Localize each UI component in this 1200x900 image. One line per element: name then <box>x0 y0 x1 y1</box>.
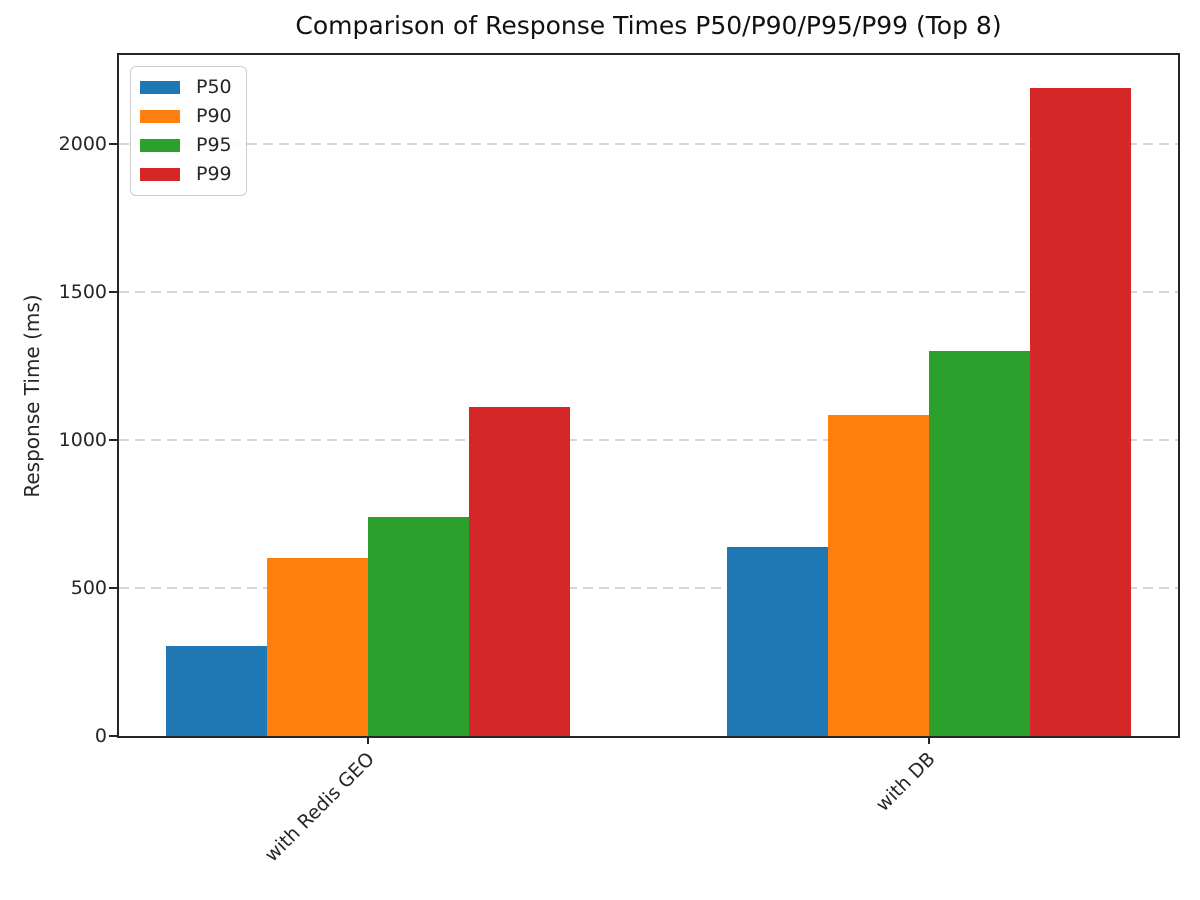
y-tick-mark-500 <box>109 586 117 589</box>
y-tick-mark-0 <box>109 735 117 737</box>
gridline-1500 <box>119 290 1178 293</box>
chart-title: Comparison of Response Times P50/P90/P95… <box>295 11 1002 40</box>
bar-p99-with-redis-geo <box>469 407 570 736</box>
y-tick-label-1000: 1000 <box>58 428 107 451</box>
bar-p99-with-db <box>1030 87 1131 736</box>
x-category-label-with-redis-geo: with Redis GEO <box>260 748 379 867</box>
plot-area: P50 P90 P95 P99 <box>117 53 1180 738</box>
legend-label-p90: P90 <box>196 105 232 127</box>
legend-swatch-p95-icon <box>140 139 180 152</box>
legend-label-p95: P95 <box>196 134 232 156</box>
legend-swatch-p50-icon <box>140 81 180 94</box>
y-tick-mark-2000 <box>109 142 117 145</box>
legend-entry-p95: P95 <box>140 131 232 160</box>
gridline-2000 <box>119 142 1178 145</box>
legend-swatch-p99-icon <box>140 168 180 181</box>
y-tick-mark-1000 <box>109 438 117 441</box>
y-tick-label-2000: 2000 <box>58 132 107 155</box>
legend-label-p50: P50 <box>196 76 232 98</box>
y-tick-mark-1500 <box>109 290 117 293</box>
legend: P50 P90 P95 P99 <box>130 66 247 196</box>
gridline-500 <box>119 586 1178 589</box>
legend-swatch-p90-icon <box>140 110 180 123</box>
legend-entry-p99: P99 <box>140 160 232 189</box>
legend-label-p99: P99 <box>196 163 232 185</box>
y-tick-label-1500: 1500 <box>58 280 107 303</box>
legend-entry-p50: P50 <box>140 73 232 102</box>
y-tick-label-0: 0 <box>94 725 107 747</box>
y-tick-label-500: 500 <box>70 576 107 599</box>
x-tick-mark-with-redis-geo <box>367 736 369 744</box>
bar-p50-with-redis-geo <box>166 645 267 736</box>
bar-p95-with-db <box>929 351 1030 736</box>
bar-p90-with-redis-geo <box>267 558 368 736</box>
bar-p95-with-redis-geo <box>368 516 469 736</box>
bar-p50-with-db <box>727 546 828 736</box>
gridline-1000 <box>119 438 1178 441</box>
x-tick-mark-with-db <box>928 736 930 744</box>
legend-entry-p90: P90 <box>140 102 232 131</box>
bar-p90-with-db <box>828 414 929 736</box>
x-category-label-with-db: with DB <box>871 748 940 816</box>
